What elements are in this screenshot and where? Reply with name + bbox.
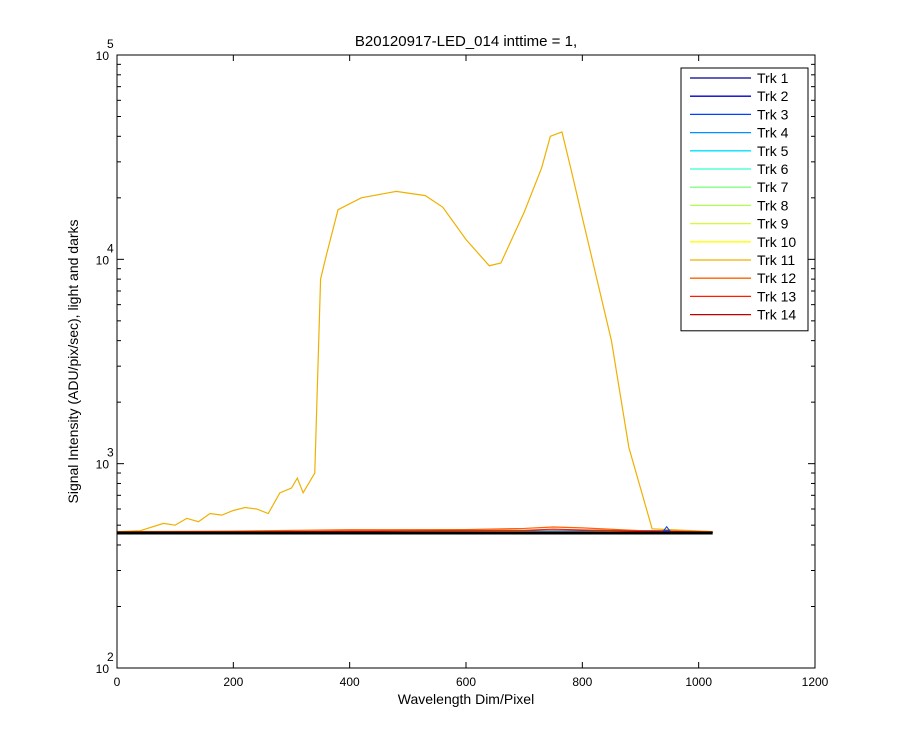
legend-label: Trk 1 xyxy=(757,70,789,86)
legend-box xyxy=(680,67,809,332)
x-tick-label: 0 xyxy=(114,675,121,689)
y-tick-exp: 3 xyxy=(107,446,114,460)
x-tick-label: 400 xyxy=(340,675,360,689)
y-tick-exp: 2 xyxy=(107,650,114,664)
legend-label: Trk 10 xyxy=(757,234,796,250)
legend-label: Trk 5 xyxy=(757,143,789,159)
legend-label: Trk 8 xyxy=(757,197,789,213)
legend-label: Trk 9 xyxy=(757,216,789,232)
legend-label: Trk 14 xyxy=(757,307,796,323)
x-tick-label: 600 xyxy=(456,675,476,689)
y-axis-label: Signal Intensity (ADU/pix/sec), light an… xyxy=(65,219,81,503)
x-tick-label: 200 xyxy=(223,675,243,689)
y-tick-exp: 4 xyxy=(107,241,114,255)
legend-label: Trk 13 xyxy=(757,288,796,304)
y-tick-base: 10 xyxy=(96,458,110,472)
x-axis-label: Wavelength Dim/Pixel xyxy=(398,691,534,707)
legend-label: Trk 12 xyxy=(757,270,796,286)
chart-title: B20120917-LED_014 inttime = 1, xyxy=(355,33,577,50)
series-marker-trk-3 xyxy=(662,525,671,532)
y-tick-base: 10 xyxy=(96,49,110,63)
y-tick-base: 10 xyxy=(96,662,110,676)
series-line-trk-12 xyxy=(116,526,713,533)
legend-label: Trk 11 xyxy=(757,252,795,268)
legend-label: Trk 2 xyxy=(757,88,789,104)
y-tick-base: 10 xyxy=(96,253,110,267)
x-tick-label: 1200 xyxy=(802,675,829,689)
legend-label: Trk 4 xyxy=(757,125,789,141)
legend: Trk 1 Trk 2 Trk 3 Trk 4 Trk 5 Trk 6 Trk 7 Trk 8… xyxy=(680,67,809,332)
data-layer xyxy=(116,131,713,535)
legend-label: Trk 6 xyxy=(757,161,789,177)
y-tick-exp: 5 xyxy=(107,37,114,51)
x-tick-label: 1000 xyxy=(685,675,712,689)
legend-label: Trk 7 xyxy=(757,179,789,195)
series-line-trk-11 xyxy=(116,131,713,533)
x-tick-label: 800 xyxy=(572,675,592,689)
legend-label: Trk 3 xyxy=(757,106,789,122)
